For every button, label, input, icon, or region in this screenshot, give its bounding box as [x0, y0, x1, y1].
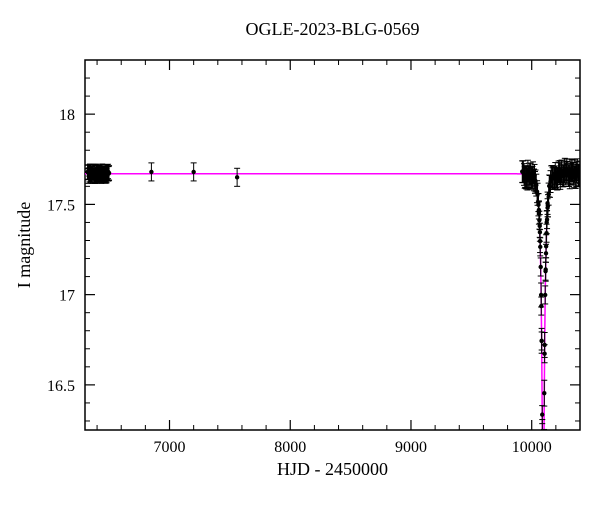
- y-tick-label: 18: [59, 107, 75, 124]
- y-tick-label: 16.5: [47, 378, 75, 395]
- x-tick-label: 7000: [154, 439, 186, 456]
- y-axis-label: I magnitude: [14, 202, 34, 288]
- chart-title: OGLE-2023-BLG-0569: [246, 19, 420, 39]
- x-axis-label: HJD - 2450000: [277, 459, 388, 479]
- y-tick-label: 17: [59, 288, 75, 305]
- lightcurve-chart: OGLE-2023-BLG-0569 7000 8000 9000 10000 16.5 1…: [0, 0, 600, 512]
- y-tick-label: 17.5: [47, 197, 75, 214]
- chart-svg: OGLE-2023-BLG-0569 7000 8000 9000 10000 16.5 1…: [0, 0, 600, 512]
- x-tick-label: 9000: [395, 439, 427, 456]
- plot-frame: [85, 60, 580, 430]
- x-tick-label: 8000: [274, 439, 306, 456]
- x-tick-label: 10000: [512, 439, 552, 456]
